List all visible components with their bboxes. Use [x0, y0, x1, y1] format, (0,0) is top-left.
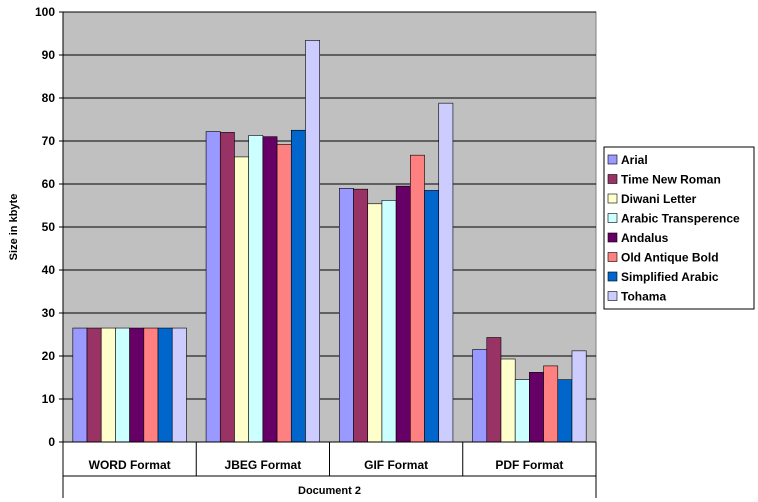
legend-swatch — [607, 174, 618, 184]
y-tick-label: 20 — [42, 349, 56, 363]
bar-old-antique-bold-4 — [543, 365, 559, 443]
category-label: PDF Format — [495, 458, 563, 472]
bar-arabic-transperence-1 — [115, 327, 130, 443]
bar-arial-3 — [339, 188, 354, 443]
y-tick-label: 40 — [42, 263, 56, 277]
legend-swatch — [607, 232, 618, 243]
bar-andalus-1 — [129, 327, 145, 443]
legend-box — [603, 146, 755, 310]
bar-time-new-roman-1 — [86, 327, 102, 443]
bar-tohama-4 — [571, 350, 587, 443]
bar-diwani-letter-3 — [367, 203, 383, 443]
y-axis-title: Size in kbyte — [8, 194, 20, 261]
bar-simplified-arabic-2 — [290, 129, 306, 443]
y-tick-label: 50 — [42, 220, 56, 234]
bar-diwani-letter-1 — [100, 327, 116, 443]
bar-time-new-roman-4 — [486, 337, 502, 443]
legend-label: Arial — [621, 153, 648, 167]
legend-swatch — [607, 252, 618, 262]
x-axis-title: Document 2 — [298, 485, 361, 497]
legend-label: Old Antique Bold — [621, 251, 719, 265]
legend-label: Diwani Letter — [621, 192, 697, 206]
bar-simplified-arabic-1 — [157, 327, 173, 443]
legend: Arial Time New Roman Diwani Letter Arabic T… — [603, 146, 755, 310]
y-tick-label: 0 — [48, 435, 55, 449]
legend-swatch — [607, 271, 618, 282]
category-labels: WORD Format JBEG Format GIF Format PDF Form… — [89, 458, 564, 472]
bar-old-antique-bold-3 — [410, 154, 425, 443]
bar-andalus-4 — [529, 372, 544, 443]
bar-diwani-letter-4 — [500, 358, 516, 443]
legend-swatch — [607, 193, 618, 204]
bars — [72, 40, 587, 443]
bar-arabic-transperence-4 — [514, 379, 530, 443]
bar-arial-1 — [72, 327, 88, 443]
y-tick-label: 80 — [42, 91, 56, 105]
bar-andalus-2 — [262, 136, 278, 443]
category-label: JBEG Format — [225, 458, 302, 472]
legend-label: Arabic Transperence — [621, 212, 740, 226]
bar-andalus-3 — [395, 185, 411, 443]
axes — [59, 11, 597, 498]
bar-tohama-2 — [305, 40, 320, 443]
legend-label: Andalus — [621, 231, 669, 245]
y-tick-label: 90 — [42, 48, 56, 62]
bar-arabic-transperence-3 — [381, 200, 397, 443]
bar-arial-4 — [472, 349, 488, 443]
y-tick-label: 10 — [42, 392, 56, 406]
bar-old-antique-bold-2 — [276, 144, 292, 443]
legend-label: Tohama — [621, 290, 666, 304]
bar-arial-2 — [205, 131, 221, 443]
bar-diwani-letter-2 — [234, 156, 249, 443]
bar-old-antique-bold-1 — [143, 327, 159, 443]
legend-swatch — [607, 291, 618, 301]
legend-label: Time New Roman — [621, 173, 721, 187]
bar-simplified-arabic-3 — [424, 190, 440, 443]
y-tick-label: 70 — [42, 134, 56, 148]
y-tick-labels: 0 10 20 30 40 50 60 70 80 90 100 — [35, 5, 55, 449]
y-tick-label: 30 — [42, 306, 56, 320]
category-label: WORD Format — [89, 458, 171, 472]
legend-label: Simplified Arabic — [621, 270, 719, 284]
bar-tohama-3 — [438, 102, 454, 443]
category-label: GIF Format — [364, 458, 428, 472]
legend-swatch — [607, 213, 618, 223]
bar-tohama-1 — [171, 327, 187, 443]
bar-time-new-roman-3 — [353, 188, 369, 443]
y-tick-label: 100 — [35, 5, 55, 19]
bar-arabic-transperence-2 — [248, 135, 264, 443]
y-tick-label: 60 — [42, 177, 56, 191]
bar-time-new-roman-2 — [219, 132, 235, 443]
bar-simplified-arabic-4 — [557, 379, 573, 443]
legend-swatch — [607, 154, 618, 165]
